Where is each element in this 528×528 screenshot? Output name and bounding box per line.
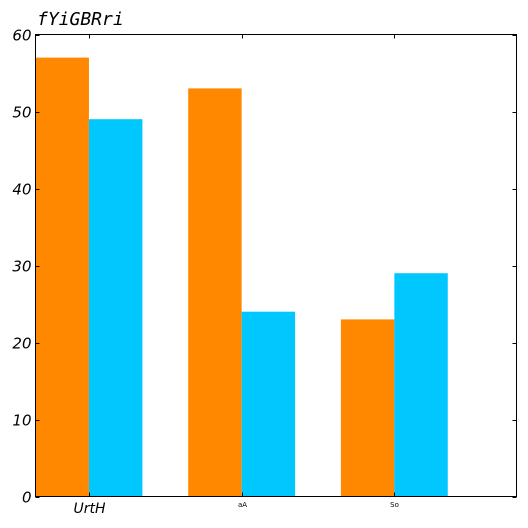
x-tick-label: aA bbox=[238, 501, 247, 509]
bar-aA-series-2 bbox=[241, 311, 296, 497]
y-tick-label: 10 bbox=[12, 412, 31, 430]
bar-So-series-2 bbox=[394, 273, 448, 497]
y-tick-label: 30 bbox=[12, 258, 31, 276]
x-axis: UrtH aA So bbox=[73, 34, 399, 517]
x-tick-label: So bbox=[390, 501, 399, 509]
y-axis: 0 10 20 30 40 50 60 bbox=[12, 27, 517, 507]
bar-UrtH-series-2 bbox=[88, 119, 143, 497]
bars-group bbox=[35, 57, 448, 497]
bar-UrtH-series-1 bbox=[35, 57, 89, 497]
y-tick-label: 50 bbox=[12, 104, 31, 122]
x-tick-label: UrtH bbox=[73, 501, 105, 517]
y-tick-label: 0 bbox=[22, 489, 32, 507]
y-tick-label: 40 bbox=[12, 181, 31, 199]
bar-So-series-1 bbox=[340, 319, 395, 497]
bar-aA-series-1 bbox=[188, 88, 242, 497]
y-tick-label: 20 bbox=[12, 335, 31, 353]
plot-frame bbox=[35, 34, 517, 497]
y-tick-label: 60 bbox=[12, 27, 31, 45]
chart-title: fYiGBRri bbox=[37, 9, 124, 30]
